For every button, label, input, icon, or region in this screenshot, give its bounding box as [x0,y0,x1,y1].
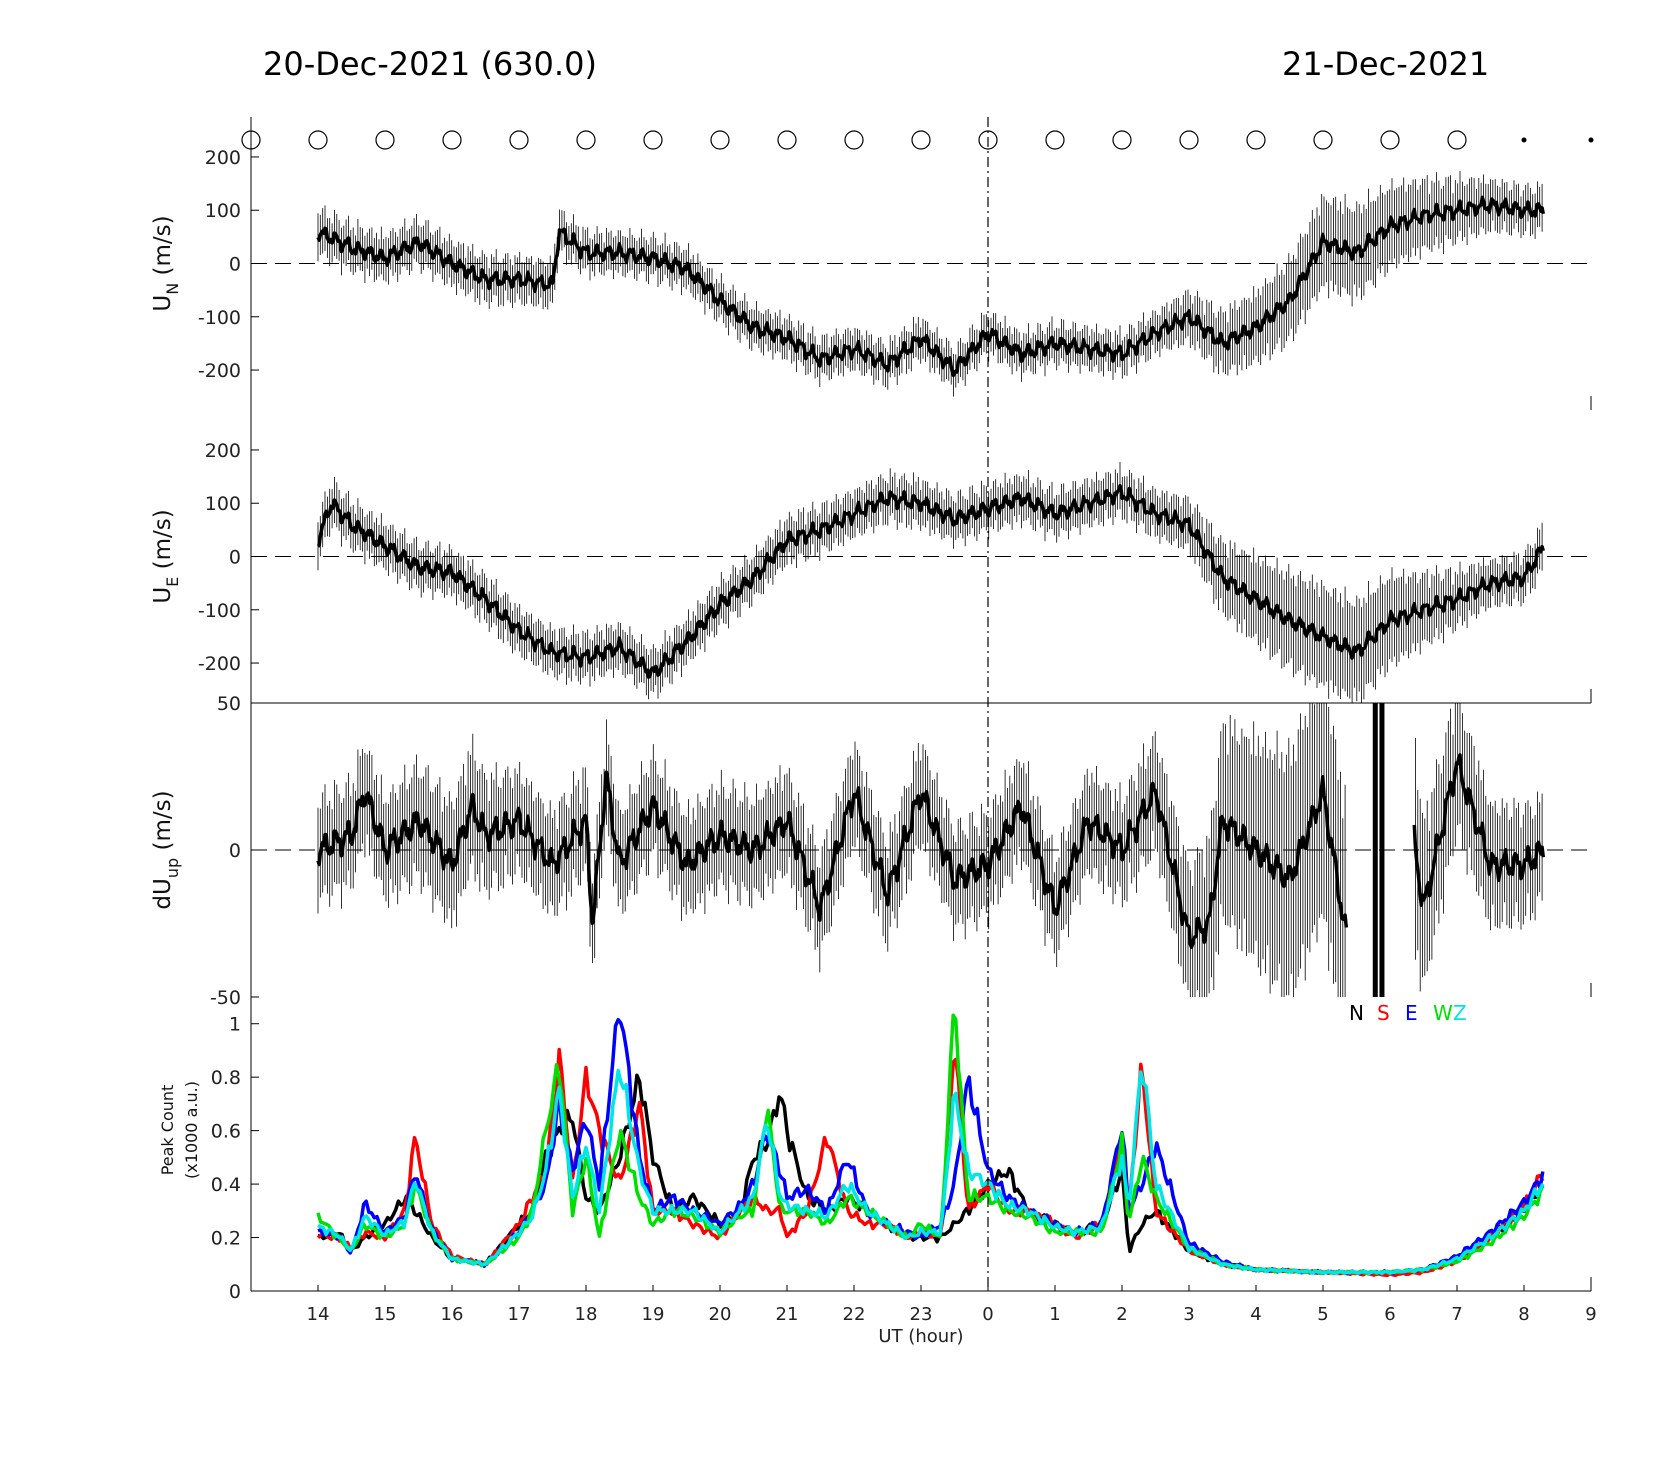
x-tick-label: 5 [1317,1304,1328,1325]
sample-marker-open [911,130,931,150]
sample-marker-open [1179,130,1199,150]
series-S [316,1047,1545,1278]
x-tick-label: 0 [982,1304,993,1325]
x-tick-label: 3 [1183,1304,1194,1325]
legend-E: E [1405,1001,1418,1025]
panel-peak: 1 0.8 0.6 0.4 0.2 0 Peak Count (x1000 a.u.) [158,997,1592,1303]
sample-marker-open [1246,130,1266,150]
y-axis-label-line2: (x1000 a.u.) [182,1081,201,1179]
y-tick-label: 0 [229,1281,241,1303]
legend-S: S [1377,1001,1390,1025]
y-tick-label: 100 [205,200,241,222]
sample-marker-open [308,130,328,150]
x-tick-label: 4 [1250,1304,1261,1325]
x-tick-label: 20 [709,1304,732,1325]
series-line [316,195,1546,378]
sample-marker-open [1045,130,1065,150]
y-tick-label: 200 [205,440,241,462]
y-axis-label: dUup (m/s) [150,790,182,909]
sample-marker-dot [1521,137,1527,143]
y-tick-label: -100 [198,307,241,329]
sample-marker-open [1380,130,1400,150]
sample-marker-open [1313,130,1333,150]
y-tick-label: -200 [198,360,241,382]
y-tick-label: -100 [198,600,241,622]
sample-marker-open [643,130,663,150]
sample-marker-open [375,130,395,150]
series-line [316,483,1545,679]
sample-marker-open [777,130,797,150]
y-tick-label: 0 [229,840,241,862]
x-tick-label: 18 [575,1304,598,1325]
sample-markers [241,130,1594,150]
legend-Z: Z [1453,1001,1467,1025]
panel-ue: 200 100 0 -100 -200 UE (m/s) [150,410,1592,704]
panel-un: 200 100 0 -100 -200 UN (m/s) [150,117,1592,410]
panel-dup: 50 0 -50 dUup (m/s) [150,693,1592,1009]
sample-marker-open [576,130,596,150]
y-tick-label: 100 [205,493,241,515]
y-tick-label: -200 [198,653,241,675]
x-tick-label: 15 [374,1304,397,1325]
x-tick-label: 2 [1116,1304,1127,1325]
series-Z [317,1068,1545,1276]
sample-marker-open [1112,130,1132,150]
legend-W: W [1433,1001,1453,1025]
y-tick-label: 50 [217,693,241,715]
x-tick-label: 22 [843,1304,866,1325]
legend-N: N [1349,1001,1364,1025]
x-tick-label: 8 [1518,1304,1529,1325]
x-axis-label: UT (hour) [878,1326,963,1347]
y-tick-label: 0.4 [211,1174,241,1196]
sample-marker-open [1447,130,1467,150]
title-left: 20-Dec-2021 (630.0) [263,45,597,83]
y-axis-label: Peak Count [158,1085,177,1176]
x-tick-label: 16 [441,1304,464,1325]
x-tick-label: 7 [1451,1304,1462,1325]
y-tick-label: 0.6 [211,1121,241,1143]
y-axis-label: UN (m/s) [150,215,182,311]
x-axis: 14 15 16 17 18 19 20 21 22 23 0 1 2 3 4 5 6 7 8 9 [250,1285,1597,1325]
x-tick-label: 17 [508,1304,531,1325]
x-tick-label: 21 [776,1304,799,1325]
sample-marker-open [509,130,529,150]
series-line [316,753,1546,949]
y-tick-label: -50 [210,987,241,1009]
x-tick-label: 23 [910,1304,933,1325]
y-tick-label: 1 [229,1014,241,1036]
title-right: 21-Dec-2021 [1282,45,1489,83]
x-tick-label: 6 [1384,1304,1395,1325]
y-tick-label: 0.8 [211,1067,241,1089]
y-tick-label: 0 [229,254,241,276]
x-tick-label: 1 [1049,1304,1060,1325]
sample-marker-open [442,130,462,150]
y-tick-label: 200 [205,147,241,169]
sample-marker-dot [1588,137,1594,143]
x-tick-label: 14 [307,1304,330,1325]
y-tick-label: 0 [229,547,241,569]
error-bars [317,462,1543,703]
y-axis-label: UE (m/s) [150,509,182,603]
y-tick-label: 0.2 [211,1228,241,1250]
x-tick-label: 19 [642,1304,665,1325]
sample-marker-open [844,130,864,150]
sample-marker-open [710,130,730,150]
x-tick-label: 9 [1585,1304,1596,1325]
